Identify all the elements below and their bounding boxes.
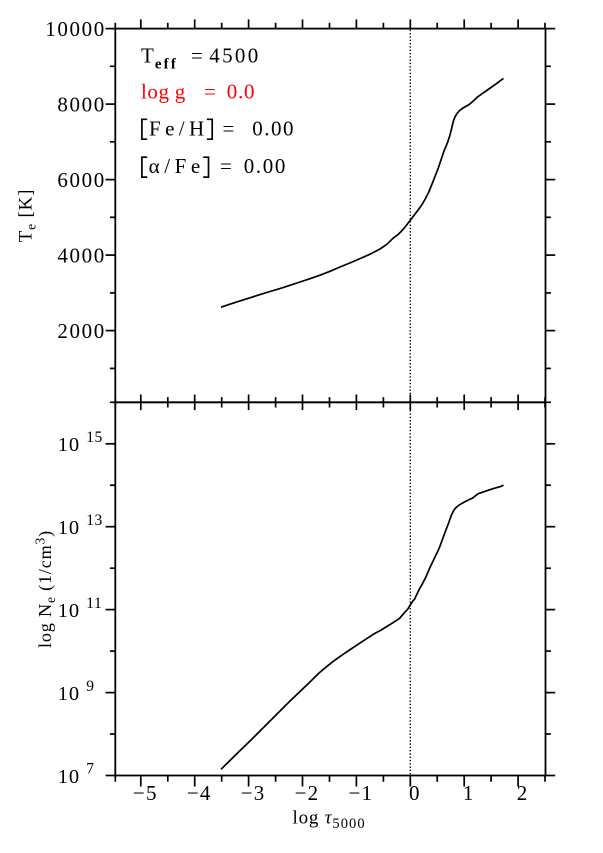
- svg-text:log Ne (1/cm3): log Ne (1/cm3): [33, 530, 59, 648]
- svg-text:log τ5000: log τ5000: [293, 808, 366, 832]
- svg-text:−4: −4: [187, 781, 212, 805]
- svg-text:10: 10: [58, 600, 80, 622]
- svg-text:10: 10: [58, 434, 80, 456]
- svg-text:10: 10: [58, 683, 80, 705]
- svg-text:1: 1: [463, 781, 475, 805]
- svg-text:Fe/H=0.00: Fe/H = 0.00: [149, 117, 295, 141]
- svg-text:15: 15: [86, 429, 103, 446]
- svg-text:10: 10: [58, 517, 80, 539]
- svg-text:2: 2: [517, 781, 529, 805]
- svg-text:8000: 8000: [57, 93, 105, 117]
- svg-text:9: 9: [86, 678, 94, 695]
- svg-text:−2: −2: [295, 781, 320, 805]
- svg-text:10000: 10000: [45, 17, 106, 41]
- svg-text:−5: −5: [133, 781, 158, 805]
- svg-text:−3: −3: [241, 781, 266, 805]
- svg-text:−1: −1: [349, 781, 374, 805]
- svg-text:13: 13: [86, 512, 103, 529]
- svg-text:4000: 4000: [57, 244, 105, 268]
- svg-text:7: 7: [86, 761, 94, 778]
- svg-text:Te [K]: Te [K]: [16, 189, 39, 243]
- svg-text:2000: 2000: [57, 319, 105, 343]
- svg-text:6000: 6000: [57, 168, 105, 192]
- svg-text:11: 11: [86, 595, 102, 612]
- svg-text:10: 10: [58, 766, 80, 788]
- svg-text:0: 0: [409, 781, 421, 805]
